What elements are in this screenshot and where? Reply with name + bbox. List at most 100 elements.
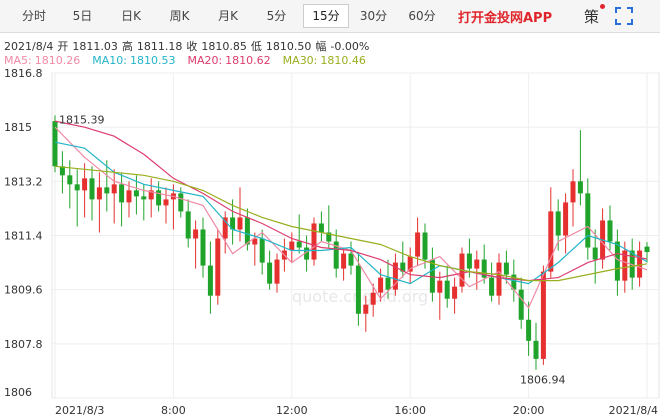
candle-body [133,190,139,197]
candle-body [74,184,80,191]
candle-body [614,241,620,281]
candle-body [370,292,376,305]
tab[interactable]: 月K [218,9,238,23]
candle-body [104,187,110,194]
badge-dot [600,4,605,9]
candle-body [148,190,154,200]
fullscreen-icon[interactable] [615,7,633,25]
legend-entry: MA20: 1810.62 [187,54,270,67]
candle-body [481,259,487,278]
candle-body [533,340,539,359]
candle-body [555,211,561,236]
y-tick-label: 1811.4 [4,230,43,243]
tab[interactable]: 5分 [266,9,287,23]
legend-value: 1810.53 [129,54,176,67]
y-tick-label: 1816.8 [4,67,43,80]
candle-body [267,262,273,284]
max-label: 1815.39 [59,113,105,126]
tab[interactable]: 60分 [408,9,436,23]
candle-body [511,274,517,290]
candle-body [318,223,324,233]
legend-value: 1810.46 [320,54,366,67]
candle-body [244,217,250,245]
info-item: 幅 [315,40,327,53]
candle-body [466,253,472,269]
candle-body [59,166,65,176]
candle-body [363,304,369,314]
x-tick-label: 8:00 [161,404,186,417]
legend-name: MA20: [187,54,223,67]
candle-body [637,250,643,278]
ma-line [54,165,648,282]
info-item: 高 [121,40,133,53]
candle-body [415,232,421,257]
candle-body [111,184,117,194]
candle-body [89,178,95,200]
candle-body [126,190,132,203]
candle-body [222,217,228,239]
y-tick-label: 1813.2 [4,175,43,188]
candle-body [326,232,332,242]
tab[interactable]: 分时 [21,9,46,23]
candle-body [193,229,199,239]
min-label: 1806.94 [520,374,566,387]
strategy-button[interactable]: 策 [584,8,600,26]
app-link[interactable]: 打开金投网APP [458,11,553,26]
quote-info: 2021/8/4 开 1811.03 高 1811.18 收 1810.85 低 1810.50… [4,38,373,54]
candle-body [67,175,73,185]
candle-body [563,202,569,236]
legend-name: MA10: [92,54,127,67]
candle-body [230,217,236,230]
x-tick-label: 2021/8/4 [609,404,658,417]
candle-body [644,246,650,253]
candle-body [82,178,88,191]
candle-body [355,265,361,314]
candle-body [296,241,302,248]
candle-body [52,121,58,167]
legend-entry: MA10: 1810.53 [92,54,175,67]
info-item: 收 [186,40,198,53]
candle-body [496,262,502,296]
tab[interactable]: 30分 [359,9,388,23]
candle-body [444,280,450,299]
info-item: -0.00% [330,40,370,53]
candle-body [570,181,576,203]
legend-value: 1810.62 [225,54,271,67]
ma-line [54,141,648,285]
candle-body [385,277,391,290]
legend-name: MA30: [282,54,318,67]
y-tick-label: 1807.8 [4,338,43,351]
candle-body [289,241,295,251]
info-item: 开 [57,40,69,53]
candle-body [185,211,191,239]
candle-body [489,277,495,296]
candle-body [274,259,280,284]
candle-body [378,277,384,293]
x-tick-label: 12:00 [276,404,308,417]
candle-body [141,196,147,200]
tab[interactable]: 日K [121,9,141,23]
candle-body [207,265,213,296]
candle-body [341,253,347,269]
x-tick-label: 20:00 [513,404,545,417]
candle-body [577,181,583,194]
ma-legend: MA5: 1810.26 MA10: 1810.53 MA20: 1810.62 MA30:… [4,54,378,67]
tab[interactable]: 15分 [303,4,349,28]
candle-body [592,247,598,260]
candle-body [348,253,354,266]
info-item: 2021/8/4 [4,40,54,53]
info-item: 1811.03 [72,40,118,53]
info-item: 1811.18 [136,40,183,53]
candle-body [407,256,413,272]
candle-body [333,241,339,269]
candle-body [400,262,406,272]
y-tick-label: 1815 [4,121,32,134]
tab[interactable]: 周K [169,9,190,23]
tab[interactable]: 5日 [72,9,93,23]
candle-body [237,217,243,230]
candle-body [452,286,458,299]
candle-body [156,190,162,206]
ma-line [54,120,648,282]
